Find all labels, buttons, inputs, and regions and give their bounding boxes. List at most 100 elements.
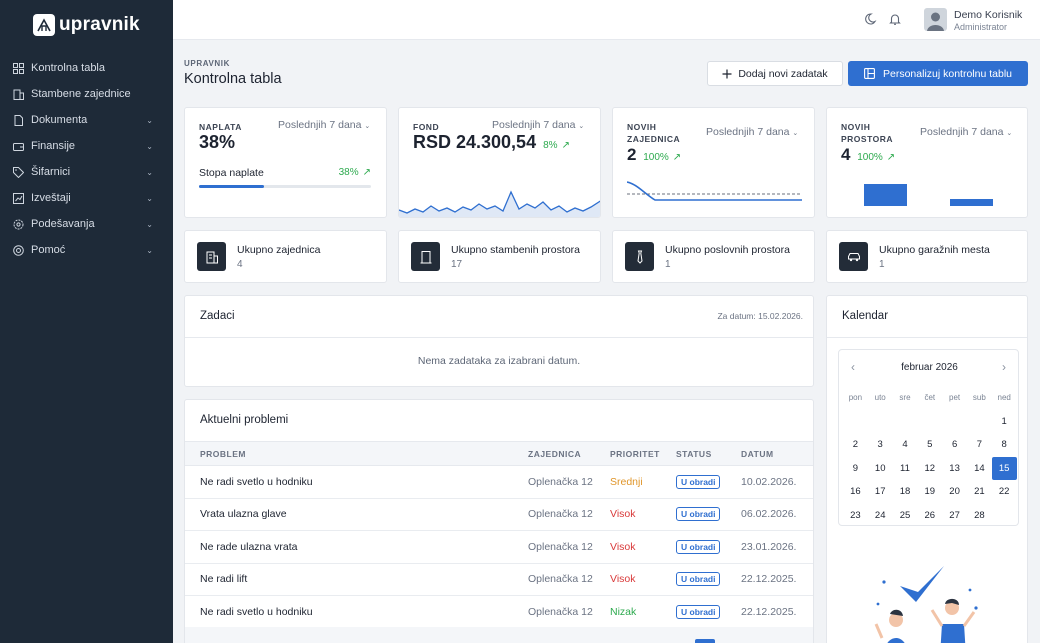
calendar-day[interactable]: 1: [1001, 415, 1007, 427]
problem-cell: Ne rade ulazna vrata: [185, 530, 528, 564]
calendar-day[interactable]: 13: [949, 462, 960, 474]
chevron-down-icon: ⌄: [146, 193, 153, 203]
chevron-down-icon: ⌄: [792, 130, 799, 137]
pagination-button[interactable]: [695, 639, 715, 643]
calendar-day[interactable]: 20: [949, 486, 960, 498]
avatar[interactable]: [924, 8, 947, 31]
sidebar-item-stambene-zajednice[interactable]: Stambene zajednice: [0, 81, 173, 107]
calendar-day[interactable]: 5: [927, 439, 933, 451]
building-icon: [12, 88, 24, 100]
sidebar-item-sifarnici[interactable]: Šifarnici ⌄: [0, 159, 173, 185]
calendar-day[interactable]: 8: [1001, 439, 1007, 451]
date-cell: 06.02.2026.: [741, 498, 813, 531]
collection-progress-fill: [199, 185, 265, 188]
calendar-day[interactable]: 9: [852, 462, 859, 474]
help-icon: [12, 244, 24, 256]
calendar-day[interactable]: 12: [924, 462, 936, 474]
summary-card-title: Ukupno garažnih mesta: [879, 244, 990, 256]
calendar-month: februar 2026: [901, 362, 958, 373]
column-header-problem[interactable]: PROBLEM: [185, 441, 528, 466]
calendar-day[interactable]: 3: [877, 439, 883, 451]
calendar-day[interactable]: 22: [998, 486, 1010, 498]
table-row[interactable]: Ne radi svetlo u hodniku Oplenačka 12 Sred…: [185, 465, 813, 499]
calendar-grid: pon uto sre čet pet sub ned 1 2 3 4 5 6 7 8 9 10 11 12 13 14…: [843, 386, 1017, 527]
sidebar-item-podesavanja[interactable]: Podešavanja ⌄: [0, 211, 173, 237]
notifications-bell-icon[interactable]: [888, 12, 902, 26]
calendar-empty-cell: [917, 410, 942, 434]
status-cell: U obradi: [676, 465, 741, 499]
new-communities-line-chart: [627, 181, 802, 201]
table-row[interactable]: Ne rade ulazna vrata Oplenačka 12 Visok U o…: [185, 530, 813, 564]
sidebar-item-izvestaji[interactable]: Izveštaji ⌄: [0, 185, 173, 211]
stat-label: NOVIH ZAJEDNICA: [627, 122, 681, 144]
calendar-day[interactable]: 4: [902, 439, 908, 451]
summary-card[interactable]: Ukupno zajednica 4: [184, 230, 387, 283]
calendar-day[interactable]: 2: [852, 439, 859, 451]
calendar-day[interactable]: 23: [850, 509, 861, 521]
community-cell: Oplenačka 12: [528, 465, 610, 499]
table-row[interactable]: Vrata ulazna glave Oplenačka 12 Visok U obr…: [185, 498, 813, 531]
sidebar-item-label: Stambene zajednice: [31, 88, 131, 100]
sidebar-item-label: Finansije: [31, 140, 76, 152]
calendar-day[interactable]: 21: [974, 486, 985, 498]
status-badge: U obradi: [676, 474, 721, 489]
sidebar-item-dokumenta[interactable]: Dokumenta ⌄: [0, 107, 173, 133]
period-select[interactable]: Poslednjih 7 dana ⌄: [920, 126, 1013, 138]
calendar-next-chevron-right-icon[interactable]: ›: [1002, 360, 1006, 374]
priority-cell: Visok: [610, 530, 676, 564]
period-select[interactable]: Poslednjih 7 dana ⌄: [492, 119, 585, 131]
table-row[interactable]: Ne radi lift Oplenačka 12 Visok U obradi 22.…: [185, 563, 813, 596]
calendar-day[interactable]: 17: [874, 486, 886, 498]
sidebar-nav: Kontrolna tabla Stambene zajednice Dokumen…: [0, 55, 173, 263]
sidebar-item-label: Podešavanja: [31, 218, 95, 230]
sidebar: upravnik Kontrolna tabla Stambene zajedni…: [0, 0, 173, 643]
calendar-day[interactable]: 24: [874, 509, 886, 521]
period-select[interactable]: Poslednjih 7 dana ⌄: [278, 119, 371, 131]
calendar-weekday: ned: [997, 393, 1011, 403]
stat-label: NOVIH PROSTORA: [841, 122, 894, 144]
calendar-day[interactable]: 16: [850, 486, 861, 498]
calendar-day[interactable]: 25: [899, 509, 911, 521]
calendar-day[interactable]: 15: [991, 456, 1017, 480]
brand-name: upravnik: [59, 13, 140, 35]
period-select[interactable]: Poslednjih 7 dana ⌄: [706, 126, 799, 138]
calendar-day[interactable]: 14: [974, 462, 985, 474]
calendar-day[interactable]: 26: [924, 509, 936, 521]
summary-card[interactable]: Ukupno poslovnih prostora 1: [612, 230, 815, 283]
chevron-down-icon: ⌄: [146, 245, 153, 255]
column-header-priority[interactable]: PRIORITET: [610, 441, 676, 466]
summary-card[interactable]: Ukupno stambenih prostora 17: [398, 230, 601, 283]
calendar-day[interactable]: 6: [951, 439, 958, 451]
calendar-day[interactable]: 28: [974, 509, 985, 521]
sidebar-item-finansije[interactable]: Finansije ⌄: [0, 133, 173, 159]
calendar-day[interactable]: 7: [976, 439, 983, 451]
calendar-day[interactable]: 27: [949, 509, 960, 521]
chevron-down-icon: ⌄: [146, 141, 153, 151]
table-row[interactable]: Ne radi svetlo u hodniku Oplenačka 12 Niza…: [185, 595, 813, 629]
user-name[interactable]: Demo Korisnik: [954, 9, 1023, 21]
customize-dashboard-button[interactable]: Personalizuj kontrolnu tablu: [848, 61, 1028, 86]
dark-mode-moon-icon[interactable]: [865, 12, 879, 26]
calendar-day[interactable]: 19: [924, 486, 936, 498]
column-header-status[interactable]: STATUS: [676, 441, 741, 466]
column-header-date[interactable]: DATUM: [741, 441, 813, 466]
add-task-button[interactable]: Dodaj novi zadatak: [707, 61, 843, 86]
calendar-prev-chevron-left-icon[interactable]: ‹: [851, 360, 855, 374]
summary-card[interactable]: Ukupno garažnih mesta 1: [826, 230, 1028, 283]
stat-label: NAPLATA: [199, 122, 242, 132]
calendar-day[interactable]: 18: [899, 486, 911, 498]
column-header-community[interactable]: ZAJEDNICA: [528, 441, 610, 466]
problem-cell: Ne radi lift: [185, 563, 528, 596]
community-cell: Oplenačka 12: [528, 530, 610, 564]
problems-title: Aktuelni problemi: [200, 414, 289, 426]
calendar-day[interactable]: 10: [874, 462, 886, 474]
chevron-down-icon: ⌄: [146, 167, 153, 177]
status-cell: U obradi: [676, 530, 741, 564]
page-title: Kontrolna tabla: [184, 71, 282, 87]
sidebar-item-pomoc[interactable]: Pomoć ⌄: [0, 237, 173, 263]
calendar-day[interactable]: 11: [900, 462, 910, 474]
sidebar-item-kontrolna-tabla[interactable]: Kontrolna tabla: [0, 55, 173, 81]
brand-logo[interactable]: upravnik: [0, 0, 173, 40]
stat-value: 2 100% ↗: [627, 145, 682, 164]
divider: [827, 337, 1027, 338]
